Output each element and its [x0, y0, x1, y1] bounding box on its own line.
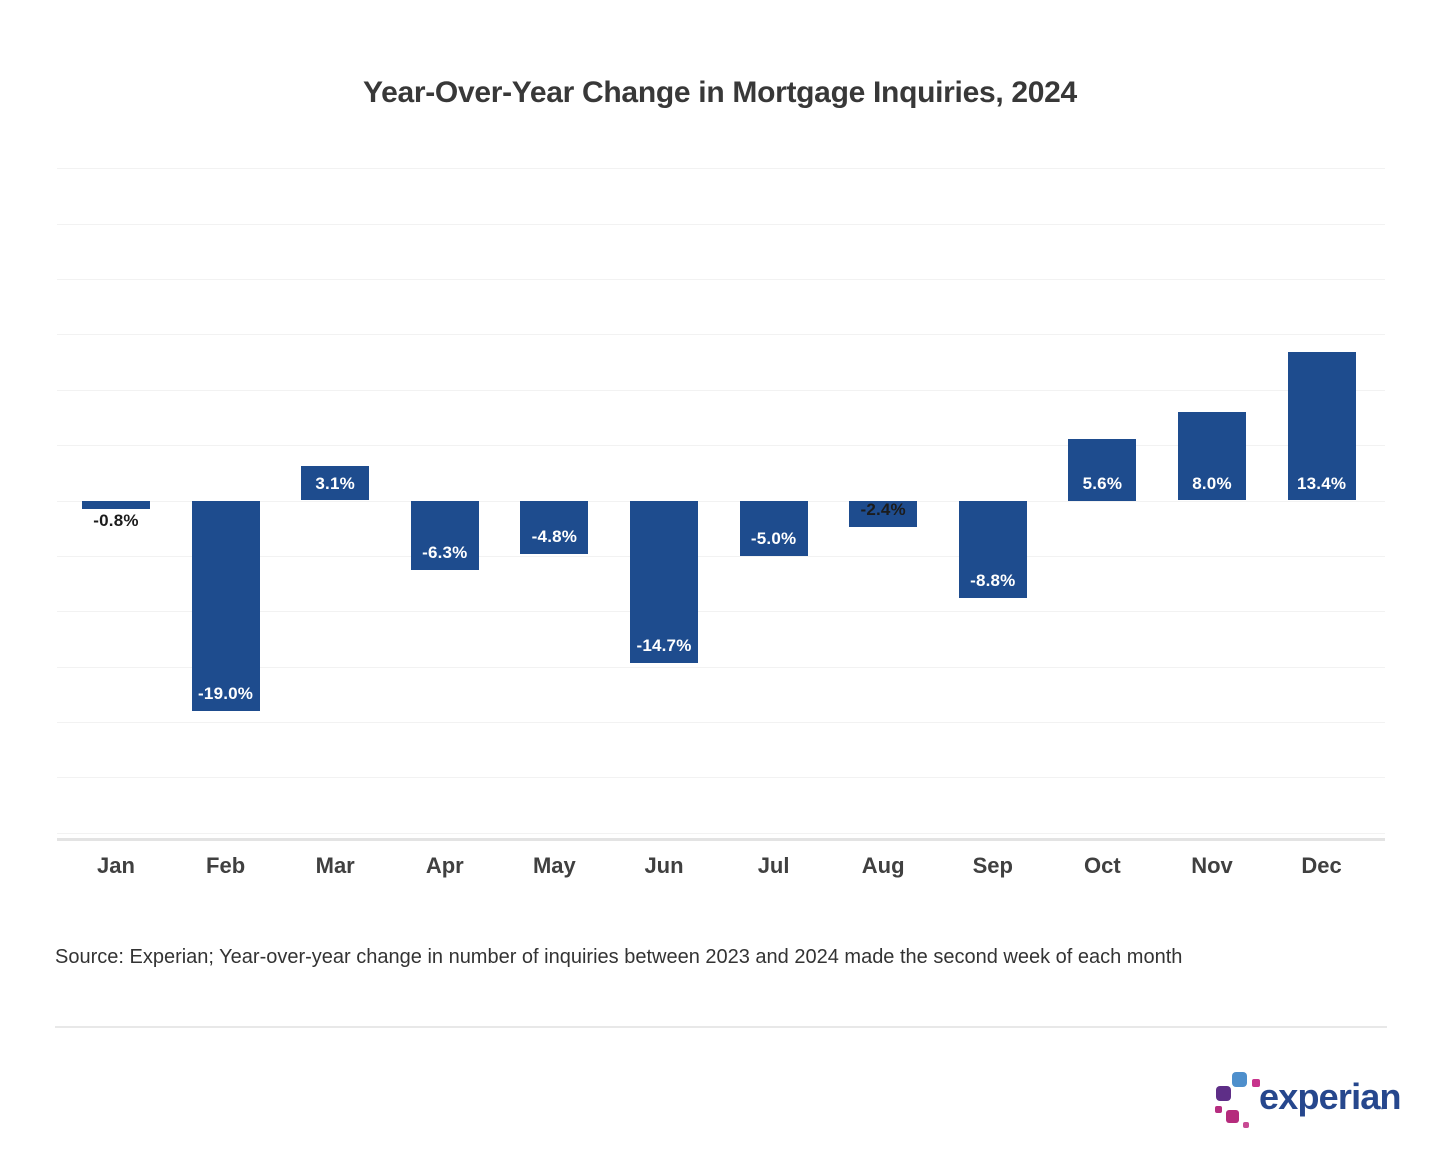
- x-axis-label-apr: Apr: [425, 853, 464, 878]
- footer-divider: [55, 1026, 1387, 1028]
- bar-value-label-jan: -0.8%: [93, 511, 139, 531]
- gridline: [57, 223, 1385, 225]
- logo-pink-dot-icon: [1243, 1122, 1249, 1128]
- trademark-symbol: ™: [1375, 1104, 1384, 1114]
- bar-oct: [1068, 438, 1137, 501]
- x-axis-label-may: May: [532, 853, 576, 878]
- bar-jan: [82, 500, 150, 510]
- logo-magenta-square-icon: [1226, 1110, 1239, 1123]
- chart-title: Year-Over-Year Change in Mortgage Inquir…: [363, 76, 1077, 109]
- bar-apr: [410, 500, 479, 571]
- source-note: Source: Experian; Year-over-year change …: [55, 946, 1183, 968]
- bar-value-label-feb: -19.0%: [198, 683, 254, 703]
- logo-magenta-dot-icon: [1252, 1079, 1260, 1087]
- x-axis-label-oct: Oct: [1084, 853, 1121, 878]
- x-axis-label-nov: Nov: [1191, 853, 1233, 878]
- x-axis-label-sep: Sep: [972, 853, 1013, 878]
- gridline: [57, 555, 1385, 557]
- bar-value-label-aug: -2.4%: [860, 500, 906, 520]
- gridline: [57, 777, 1385, 779]
- bar-value-label-oct: 5.6%: [1082, 473, 1123, 493]
- bar-jun: [630, 500, 698, 664]
- x-axis-label-feb: Feb: [206, 853, 246, 878]
- gridline: [57, 611, 1385, 613]
- gridline: [57, 168, 1385, 170]
- logo-magenta-dot-small-icon: [1215, 1106, 1222, 1113]
- bar-nov: [1178, 411, 1246, 501]
- bar-value-label-jun: -14.7%: [636, 636, 692, 656]
- x-axis: Jan Feb Mar Apr May Jun Jul Aug Sep Oct Nov Dec: [0, 853, 1440, 883]
- x-axis-label-mar: Mar: [315, 853, 355, 878]
- bar-value-label-dec: 13.4%: [1296, 473, 1347, 493]
- bar-sep: [958, 500, 1027, 598]
- gridline: [57, 389, 1385, 391]
- bar-value-label-sep: -8.8%: [970, 570, 1016, 590]
- x-axis-label-aug: Aug: [861, 853, 905, 878]
- bar-jul: [739, 500, 808, 556]
- gridline: [57, 445, 1385, 447]
- bar-value-label-apr: -6.3%: [422, 543, 468, 563]
- gridline: [57, 721, 1385, 723]
- experian-wordmark: experian: [1259, 1076, 1401, 1117]
- bar-mar: [301, 466, 370, 501]
- logo-blue-square-icon: [1232, 1072, 1247, 1087]
- x-axis-label-jan: Jan: [97, 853, 135, 878]
- plot-area: -0.8% -19.0% 3.1% -6.3% -4.8% -14.7% -5.0% -2.4…: [57, 168, 1385, 841]
- bar-value-label-may: -4.8%: [531, 526, 578, 546]
- x-axis-label-jun: Jun: [644, 853, 684, 878]
- bar-value-label-nov: 8.0%: [1192, 473, 1232, 493]
- bar-dec: [1287, 352, 1356, 501]
- bar-feb: [191, 500, 260, 711]
- gridline: [57, 832, 1385, 834]
- x-axis-label-dec: Dec: [1301, 853, 1342, 878]
- gridline: [57, 279, 1385, 281]
- experian-logo: experian ™: [1215, 1070, 1401, 1130]
- bar-value-label-mar: 3.1%: [315, 473, 355, 493]
- bar-may: [520, 500, 589, 554]
- gridline: [57, 666, 1385, 668]
- bar-aug: [849, 500, 918, 528]
- gridline: [57, 334, 1385, 336]
- gridline: [57, 500, 1385, 502]
- x-axis-label-jul: Jul: [757, 853, 790, 878]
- logo-purple-square-icon: [1216, 1086, 1231, 1101]
- bar-value-label-jul: -5.0%: [750, 528, 797, 548]
